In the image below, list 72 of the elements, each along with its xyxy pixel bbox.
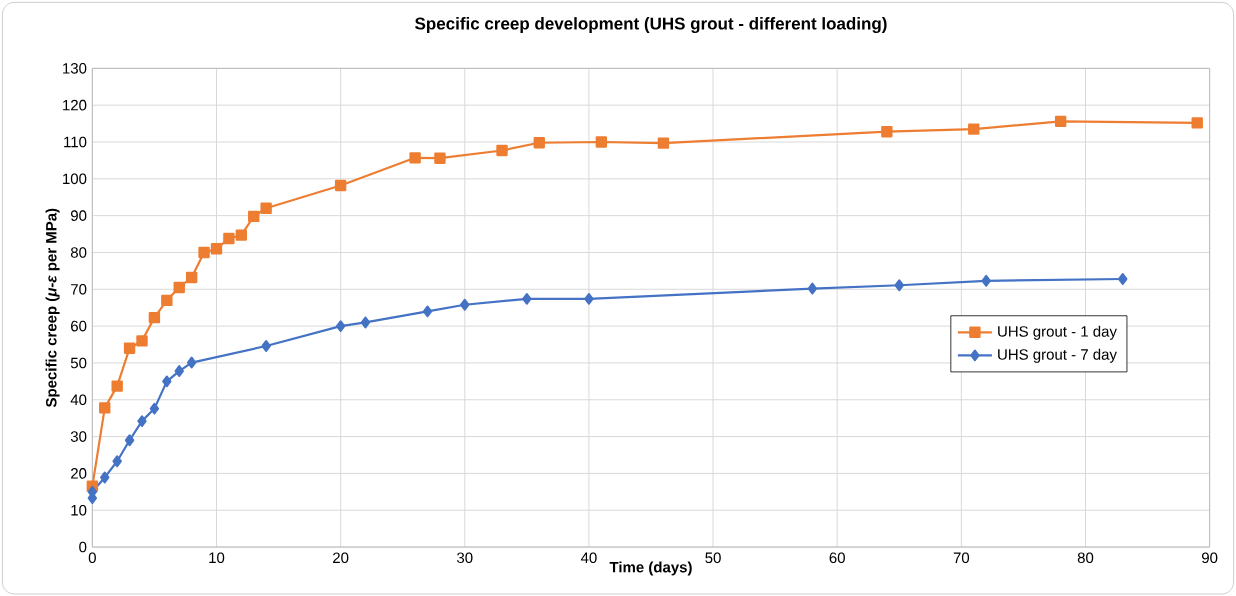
y-tick-label: 120 xyxy=(63,99,87,111)
y-tick-label: 30 xyxy=(70,431,87,442)
point xyxy=(434,152,446,164)
point xyxy=(260,202,272,214)
x-tick-label: 40 xyxy=(580,552,597,563)
y-tick-label: 0 xyxy=(79,541,87,553)
x-axis-title: Time (days) xyxy=(609,561,692,576)
point xyxy=(496,144,508,156)
point xyxy=(198,246,210,258)
point xyxy=(334,179,347,191)
point xyxy=(657,137,670,149)
point xyxy=(149,402,160,415)
y-tick-label: 100 xyxy=(63,173,87,184)
point xyxy=(1191,116,1203,129)
y-tick-label: 40 xyxy=(70,394,87,405)
point xyxy=(460,298,470,311)
point xyxy=(210,242,223,255)
point xyxy=(807,282,818,295)
point xyxy=(186,356,197,369)
point xyxy=(123,342,136,354)
point xyxy=(422,305,433,318)
y-tick-label: 70 xyxy=(71,283,87,295)
x-tick-label: 30 xyxy=(457,552,473,563)
point xyxy=(360,316,371,329)
y-tick-label: 60 xyxy=(71,320,87,332)
legend-label: UHS grout - 1 day xyxy=(998,325,1117,340)
y-tick-label: 10 xyxy=(71,504,87,516)
legend-label: UHS grout - 7 day xyxy=(998,348,1117,363)
point xyxy=(533,136,545,149)
y-tick-label: 80 xyxy=(70,246,87,258)
point xyxy=(185,271,198,283)
point xyxy=(595,136,608,148)
point xyxy=(335,320,346,332)
point xyxy=(235,229,248,241)
x-tick-label: 0 xyxy=(88,552,96,563)
x-tick-label: 60 xyxy=(829,552,845,563)
point xyxy=(111,380,123,392)
point xyxy=(261,339,271,352)
point xyxy=(136,334,148,347)
x-tick-label: 50 xyxy=(705,552,721,563)
chart-title: Specific creep development (UHS grout - different loading) xyxy=(415,16,887,33)
point xyxy=(584,292,594,305)
point xyxy=(409,151,421,164)
y-tick-label: 50 xyxy=(70,357,87,369)
y-tick-label: 110 xyxy=(64,136,87,148)
point xyxy=(100,471,110,484)
point xyxy=(174,364,184,377)
point xyxy=(981,274,991,287)
point xyxy=(162,375,172,388)
point xyxy=(522,292,532,305)
x-tick-label: 80 xyxy=(1077,552,1094,563)
point xyxy=(968,123,980,135)
x-tick-label: 90 xyxy=(1202,552,1218,563)
y-tick-label: 20 xyxy=(71,467,87,479)
x-tick-label: 70 xyxy=(953,552,970,563)
point xyxy=(223,232,235,244)
point xyxy=(137,415,147,427)
y-tick-label: 90 xyxy=(70,210,87,221)
point xyxy=(124,434,135,446)
point xyxy=(1118,272,1128,285)
point xyxy=(161,294,173,306)
point xyxy=(173,281,185,293)
point xyxy=(894,279,904,291)
x-tick-label: 10 xyxy=(209,552,225,563)
point xyxy=(248,210,260,222)
point xyxy=(881,125,893,138)
y-tick-label: 130 xyxy=(63,62,87,74)
x-tick-label: 20 xyxy=(333,552,349,563)
point xyxy=(99,401,111,414)
point xyxy=(112,455,122,467)
point xyxy=(1054,115,1067,127)
point xyxy=(148,311,161,324)
